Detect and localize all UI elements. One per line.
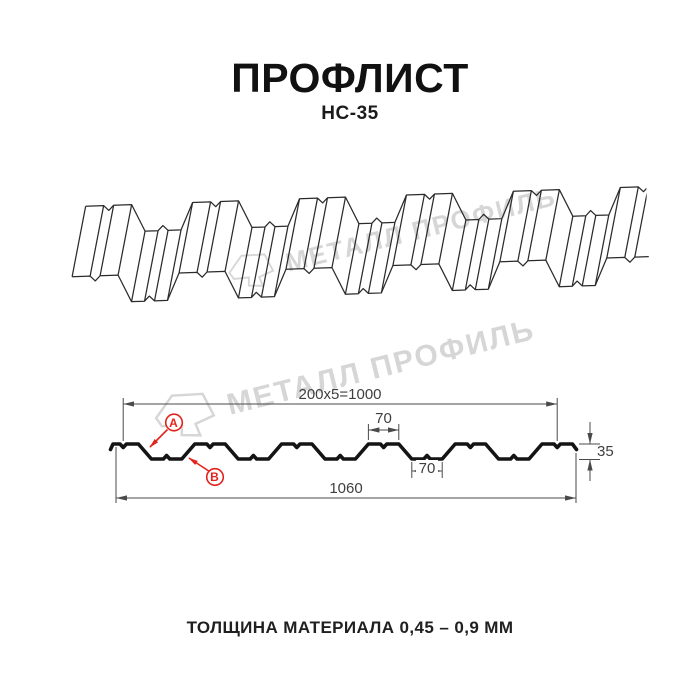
brand-watermark-upper: МЕТАЛЛ ПРОФИЛЬ <box>221 176 560 297</box>
page-title: ПРОФЛИСТ <box>231 55 469 101</box>
dim-pitch-label: 200x5=1000 <box>298 386 382 403</box>
material-thickness-note: ТОЛЩИНА МАТЕРИАЛА 0,45 – 0,9 ММ <box>186 618 514 637</box>
marker-b-letter: B <box>210 470 219 484</box>
metal-profil-logo-icon <box>228 253 275 287</box>
dim-bottom-flange-label: 70 <box>397 460 457 477</box>
dim-height-label: 35 <box>597 443 614 460</box>
callout-annotations <box>149 413 225 487</box>
profiled-sheet-3d-view <box>71 185 652 303</box>
profile-model-label: НС-35 <box>321 103 379 124</box>
dim-top-flange-label: 70 <box>375 410 392 427</box>
profile-cross-section <box>108 442 579 461</box>
marker-b-circle <box>205 467 225 487</box>
marker-a-letter: A <box>169 416 178 430</box>
marker-a-circle <box>164 413 184 432</box>
dim-overall-width-label: 1060 <box>329 480 363 497</box>
